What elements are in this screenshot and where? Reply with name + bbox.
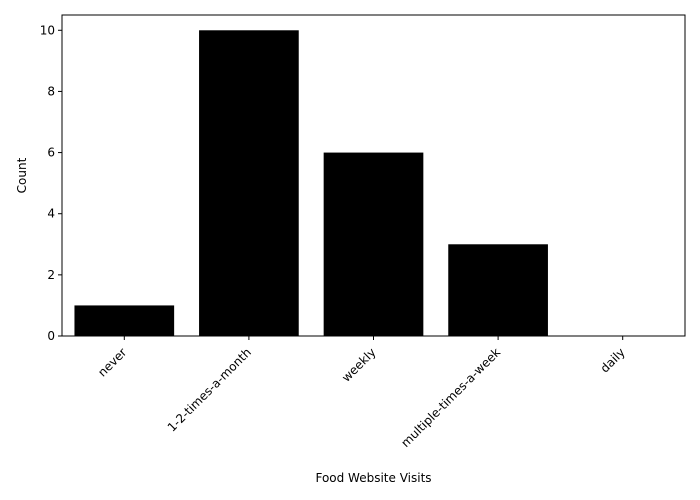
y-tick-label: 2 <box>47 268 55 282</box>
y-tick-label: 6 <box>47 146 55 160</box>
bars-group <box>74 30 548 337</box>
y-axis-label: Count <box>15 157 29 193</box>
bar-multiple-times-a-week <box>448 244 548 336</box>
y-tick-label: 0 <box>47 329 55 343</box>
y-tick-label: 4 <box>47 207 55 221</box>
x-tick-label: daily <box>598 345 628 375</box>
bar-1-2-times-a-month <box>199 30 299 337</box>
y-tick-label: 8 <box>47 84 55 98</box>
y-axis: 0 2 4 6 8 10 <box>40 23 62 343</box>
y-tick-label: 10 <box>40 23 55 37</box>
bar-never <box>74 305 175 336</box>
x-tick-label: multiple-times-a-week <box>398 345 503 450</box>
x-axis-label: Food Website Visits <box>315 471 431 485</box>
bar-weekly <box>323 152 424 336</box>
x-tick-label: weekly <box>339 345 379 385</box>
x-tick-label: 1-2-times-a-month <box>165 345 254 434</box>
x-tick-label: never <box>95 345 129 379</box>
x-axis: never 1-2-times-a-month weekly multiple-tim… <box>95 336 628 450</box>
